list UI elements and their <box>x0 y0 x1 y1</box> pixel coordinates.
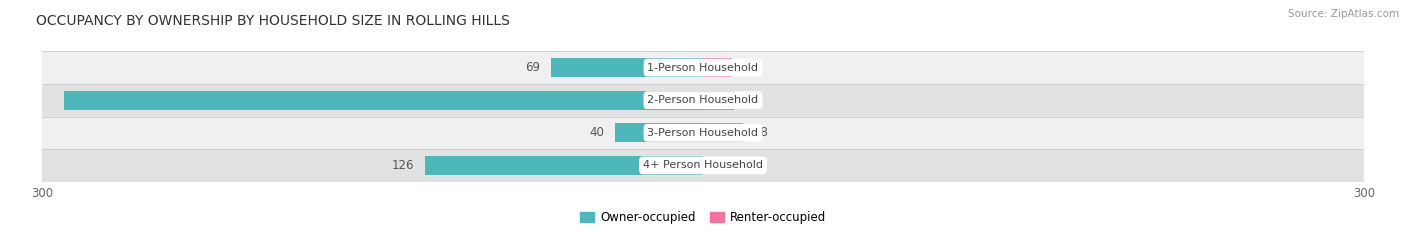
Text: 3-Person Household: 3-Person Household <box>648 128 758 138</box>
Bar <box>703 123 742 142</box>
Bar <box>614 123 703 142</box>
Text: Source: ZipAtlas.com: Source: ZipAtlas.com <box>1288 9 1399 19</box>
Bar <box>65 91 703 110</box>
Text: 4+ Person Household: 4+ Person Household <box>643 161 763 170</box>
Text: 14: 14 <box>745 94 759 107</box>
Text: 0: 0 <box>714 159 721 172</box>
Text: OCCUPANCY BY OWNERSHIP BY HOUSEHOLD SIZE IN ROLLING HILLS: OCCUPANCY BY OWNERSHIP BY HOUSEHOLD SIZE… <box>35 14 509 28</box>
Bar <box>703 58 731 77</box>
Bar <box>42 116 1364 149</box>
Bar <box>426 156 703 175</box>
Text: 290: 290 <box>668 94 692 107</box>
Bar <box>703 91 734 110</box>
Text: 1-Person Household: 1-Person Household <box>648 63 758 72</box>
Legend: Owner-occupied, Renter-occupied: Owner-occupied, Renter-occupied <box>579 211 827 224</box>
Text: 18: 18 <box>754 126 769 139</box>
Text: 40: 40 <box>589 126 605 139</box>
Text: 13: 13 <box>742 61 758 74</box>
Bar <box>42 84 1364 116</box>
Text: 2-Person Household: 2-Person Household <box>647 95 759 105</box>
Bar <box>42 51 1364 84</box>
Text: 69: 69 <box>524 61 540 74</box>
Text: 126: 126 <box>392 159 415 172</box>
Bar <box>551 58 703 77</box>
Bar <box>42 149 1364 182</box>
